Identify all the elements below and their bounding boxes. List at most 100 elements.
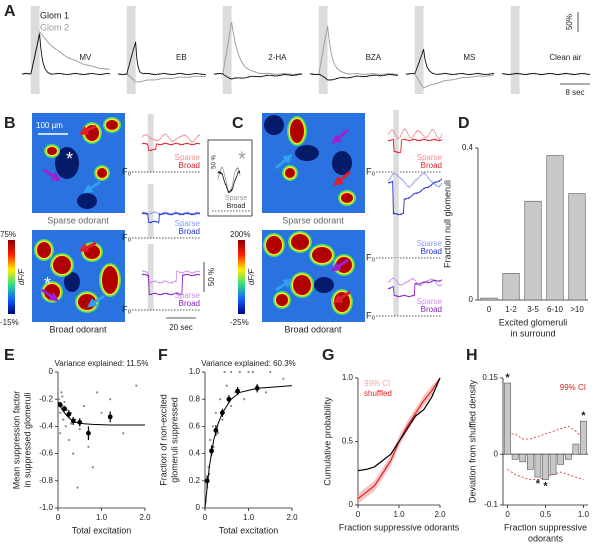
- mean-point: [70, 418, 76, 424]
- y-axis-label: in suppressed glomeruli: [22, 392, 32, 487]
- stimulus-bar: [147, 114, 154, 172]
- data-point: [64, 425, 67, 428]
- glomerulus: [47, 147, 57, 155]
- bar: [546, 155, 564, 301]
- dark-region: [314, 277, 334, 293]
- baseline-label: F₀: [122, 304, 131, 314]
- trace-label: Broad: [421, 161, 442, 170]
- colorbar-max: 75%: [0, 230, 16, 239]
- image-label: Broad odorant: [49, 324, 107, 334]
- baseline-label: F₀: [366, 252, 375, 262]
- glom2-trace: [309, 25, 399, 76]
- colorbar-label: dF/F: [17, 268, 26, 286]
- sparse-trace: [387, 277, 443, 288]
- x-tick-label: 0: [203, 513, 208, 522]
- x-tick-label: 1.0: [393, 510, 405, 519]
- chart-title: Variance explained: 11.5%: [55, 359, 149, 368]
- data-point: [59, 411, 62, 414]
- mean-point: [57, 402, 63, 408]
- data-point: [91, 466, 94, 469]
- arrow-head: [50, 172, 61, 182]
- inset-label: Broad: [227, 203, 246, 210]
- mean-point: [226, 396, 232, 402]
- x-tick-label: 2.0: [286, 513, 298, 522]
- dark-region: [264, 115, 284, 135]
- data-point: [87, 445, 90, 448]
- trace-label: Sparse: [175, 219, 201, 228]
- data-point: [247, 370, 250, 374]
- mean-point: [204, 478, 210, 484]
- asterisk: *: [66, 149, 73, 169]
- data-point: [72, 452, 75, 455]
- figure-content: A B C D E F G H Glom 1 Glom 2 MV EB 2-HA BZA MS Clean a…: [0, 3, 591, 543]
- scale-label: 20 sec: [169, 323, 193, 332]
- x-tick-label: 3-5: [527, 305, 539, 314]
- x-axis-label: Total excitation: [219, 525, 279, 535]
- arrow-head: [333, 176, 344, 186]
- image-label: Sparse odorant: [47, 215, 109, 225]
- significance-marker: *: [581, 410, 586, 422]
- x-tick-label: 1-2: [505, 305, 517, 314]
- arrow-head: [333, 294, 344, 304]
- x-tick-label: 6-10: [547, 305, 564, 314]
- y-axis-label: Mean suppression factor: [11, 391, 21, 490]
- data-point: [83, 404, 86, 408]
- bar: [534, 453, 542, 478]
- y-axis-label: Fraction null glomeruli: [442, 180, 452, 268]
- x-axis-label: Fraction suppressive: [504, 522, 587, 532]
- baseline-label: F₀: [122, 232, 131, 242]
- ci-line: [507, 425, 584, 440]
- y-tick-label: 0.2: [189, 476, 201, 485]
- glom1-trace: [117, 41, 207, 76]
- data-point: [109, 398, 112, 401]
- mean-point: [220, 410, 225, 416]
- bar: [557, 453, 565, 465]
- sparse-trace: [387, 171, 443, 189]
- trace-label: Broad: [179, 299, 200, 308]
- y-tick-label: -1.0: [39, 503, 53, 512]
- arrow-head: [48, 292, 59, 302]
- stimulus-bar: [126, 6, 136, 94]
- trace-label: Broad: [179, 161, 200, 170]
- data-point: [221, 418, 224, 421]
- glomerulus: [290, 119, 304, 143]
- broad-trace: [387, 279, 443, 298]
- baseline-label: F₀: [366, 166, 375, 176]
- y-axis-label: Deviation from shuffled density: [467, 380, 477, 503]
- x-tick-label: 0: [356, 510, 361, 519]
- y-axis-label: Cumulative probability: [322, 397, 332, 486]
- bar: [549, 453, 557, 475]
- glom1-trace: [405, 49, 495, 76]
- legend-entry: 99% CI: [560, 383, 586, 392]
- glomerulus: [266, 236, 282, 254]
- panel-label: H: [466, 347, 478, 364]
- odorant-label: MS: [463, 53, 475, 62]
- stimulus-bar: [510, 6, 520, 94]
- trace-label: Broad: [421, 305, 442, 314]
- data-point: [67, 438, 70, 442]
- mean-point: [235, 388, 241, 394]
- y-tick-label: 1.0: [189, 367, 201, 376]
- inset-asterisk: *: [238, 148, 246, 170]
- mean-point: [86, 430, 91, 436]
- odorant-label: Clean air: [549, 53, 581, 62]
- data-point: [230, 370, 233, 374]
- y-tick-label: 0.6: [189, 422, 201, 431]
- trace-label: Sparse: [417, 239, 443, 248]
- data-point: [269, 370, 272, 374]
- data-point: [243, 398, 246, 401]
- significance-marker: *: [536, 478, 541, 490]
- glomerulus: [37, 242, 51, 258]
- dark-region: [332, 151, 352, 175]
- fit-line: [204, 385, 293, 509]
- y-tick-label: 0.4: [462, 143, 474, 152]
- arrow-head: [78, 243, 90, 252]
- data-point: [223, 370, 226, 374]
- asterisk: *: [44, 274, 51, 294]
- glom1-trace: [21, 33, 111, 76]
- y-tick-label: -0.6: [39, 449, 53, 458]
- mean-point: [213, 428, 219, 433]
- data-point: [60, 391, 63, 394]
- scale-label: 50%: [565, 14, 574, 30]
- bar: [511, 453, 519, 460]
